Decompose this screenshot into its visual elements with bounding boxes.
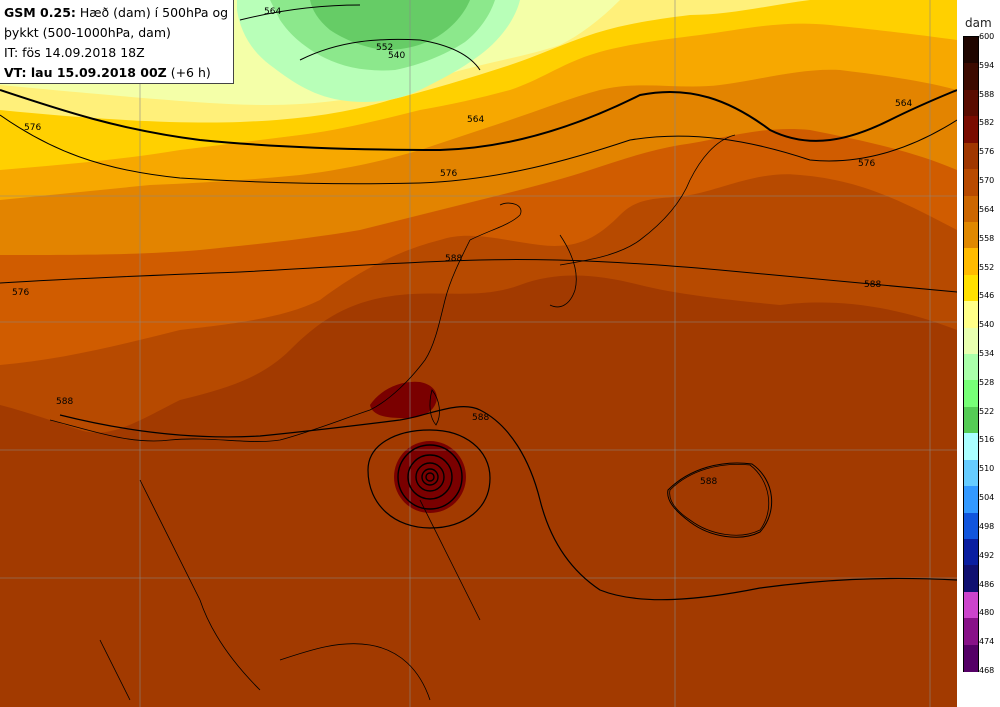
info-box: GSM 0.25: Hæð (dam) í 500hPa og þykkt (5… <box>0 0 234 84</box>
colorbar-swatch <box>964 327 978 355</box>
colorbar-swatch <box>964 37 978 64</box>
graticule <box>0 0 957 707</box>
lead-time: (+6 h) <box>166 65 211 80</box>
contour-label: 540 <box>388 51 405 61</box>
colorbar-swatch <box>964 380 978 408</box>
color-legend: dam 600 594 588 582 576 570 564 558 552 546 540 534… <box>957 0 1000 707</box>
legend-unit: dam <box>965 16 992 30</box>
colorbar-tick-label: 552 <box>979 262 995 272</box>
colorbar-swatch <box>964 459 978 487</box>
initial-time: IT: fös 14.09.2018 18Z <box>4 45 145 60</box>
colorbar-swatch <box>964 274 978 302</box>
colorbar-swatch <box>964 116 978 144</box>
colorbar-tick-label: 498 <box>979 521 995 531</box>
contour-label: 588 <box>445 254 462 264</box>
colorbar-tick-label: 594 <box>979 60 995 70</box>
contour-label: 588 <box>56 397 73 407</box>
colorbar-tick-label: 564 <box>979 204 995 214</box>
colorbar-swatch <box>964 89 978 117</box>
colorbar-swatch <box>964 63 978 91</box>
typhoon-core <box>394 441 466 513</box>
colorbar-swatch <box>964 512 978 540</box>
field-description: Hæð (dam) í 500hPa og <box>75 5 229 20</box>
colorbar-swatch <box>964 644 978 672</box>
contour-label: 588 <box>700 477 717 487</box>
colorbar-tick-label: 468 <box>979 666 995 675</box>
contour-label: 588 <box>864 280 881 290</box>
colorbar-tick-label: 582 <box>979 118 995 128</box>
colorbar-swatch <box>964 221 978 249</box>
colorbar-swatch <box>964 142 978 170</box>
colorbar-tick-label: 510 <box>979 464 995 474</box>
contour-label: 576 <box>858 159 875 169</box>
colorbar-tick-label: 576 <box>979 147 995 157</box>
colorbar-tick-label: 540 <box>979 320 995 330</box>
colorbar-tick-label: 558 <box>979 233 995 243</box>
colorbar-tick-label: 474 <box>979 637 995 647</box>
valid-time: VT: lau 15.09.2018 00Z <box>4 65 167 80</box>
coastlines <box>49 134 769 701</box>
colorbar-swatch <box>964 591 978 619</box>
colorbar-swatch <box>964 301 978 329</box>
colorbar-swatch <box>964 195 978 223</box>
colorbar-tick-label: 546 <box>979 291 995 301</box>
colorbar-swatch <box>964 618 978 646</box>
colorbar-swatch <box>964 406 978 434</box>
colorbar-tick-label: 534 <box>979 349 995 358</box>
contour-labels: 564 552 540 564 576 576 576 576 564 588 … <box>12 7 912 487</box>
colorbar-swatch <box>964 565 978 593</box>
contour-label: 564 <box>264 7 281 17</box>
model-name: GSM 0.25: <box>4 5 76 20</box>
contour-label: 552 <box>376 43 393 53</box>
field-description-2: þykkt (500-1000hPa, dam) <box>4 25 171 40</box>
contour-label: 576 <box>440 169 457 179</box>
colorbar-swatch <box>964 354 978 381</box>
contour-label: 564 <box>895 99 912 109</box>
colorbar-swatch <box>964 486 978 514</box>
contour-label: 576 <box>12 288 29 298</box>
colorbar-tick-label: 492 <box>979 550 995 560</box>
colorbar-tick-label: 588 <box>979 89 995 99</box>
colorbar-swatch <box>964 169 978 197</box>
colorbar-swatch <box>964 248 978 276</box>
colorbar-tick-label: 504 <box>979 493 995 503</box>
colorbar-tick-label: 516 <box>979 435 995 445</box>
colorbar-swatch <box>964 433 978 461</box>
colorbar-tick-label: 480 <box>979 608 995 618</box>
contour-label: 588 <box>472 413 489 423</box>
colorbar-tick-label: 600 <box>979 32 995 41</box>
contour-label: 564 <box>467 115 484 125</box>
band-528 <box>310 0 470 50</box>
colorbar-tick-label: 522 <box>979 406 995 416</box>
weather-map: 564 552 540 564 576 576 576 576 564 588 … <box>0 0 957 707</box>
colorbar-tick-label: 486 <box>979 579 995 589</box>
colorbar-swatch <box>964 538 978 566</box>
contour-label: 576 <box>24 123 41 133</box>
colorbar-tick-label: 528 <box>979 377 995 387</box>
colorbar <box>963 36 979 672</box>
colorbar-tick-label: 570 <box>979 176 995 186</box>
height-contours <box>0 4 957 601</box>
high-cell-taiwan <box>370 381 437 419</box>
